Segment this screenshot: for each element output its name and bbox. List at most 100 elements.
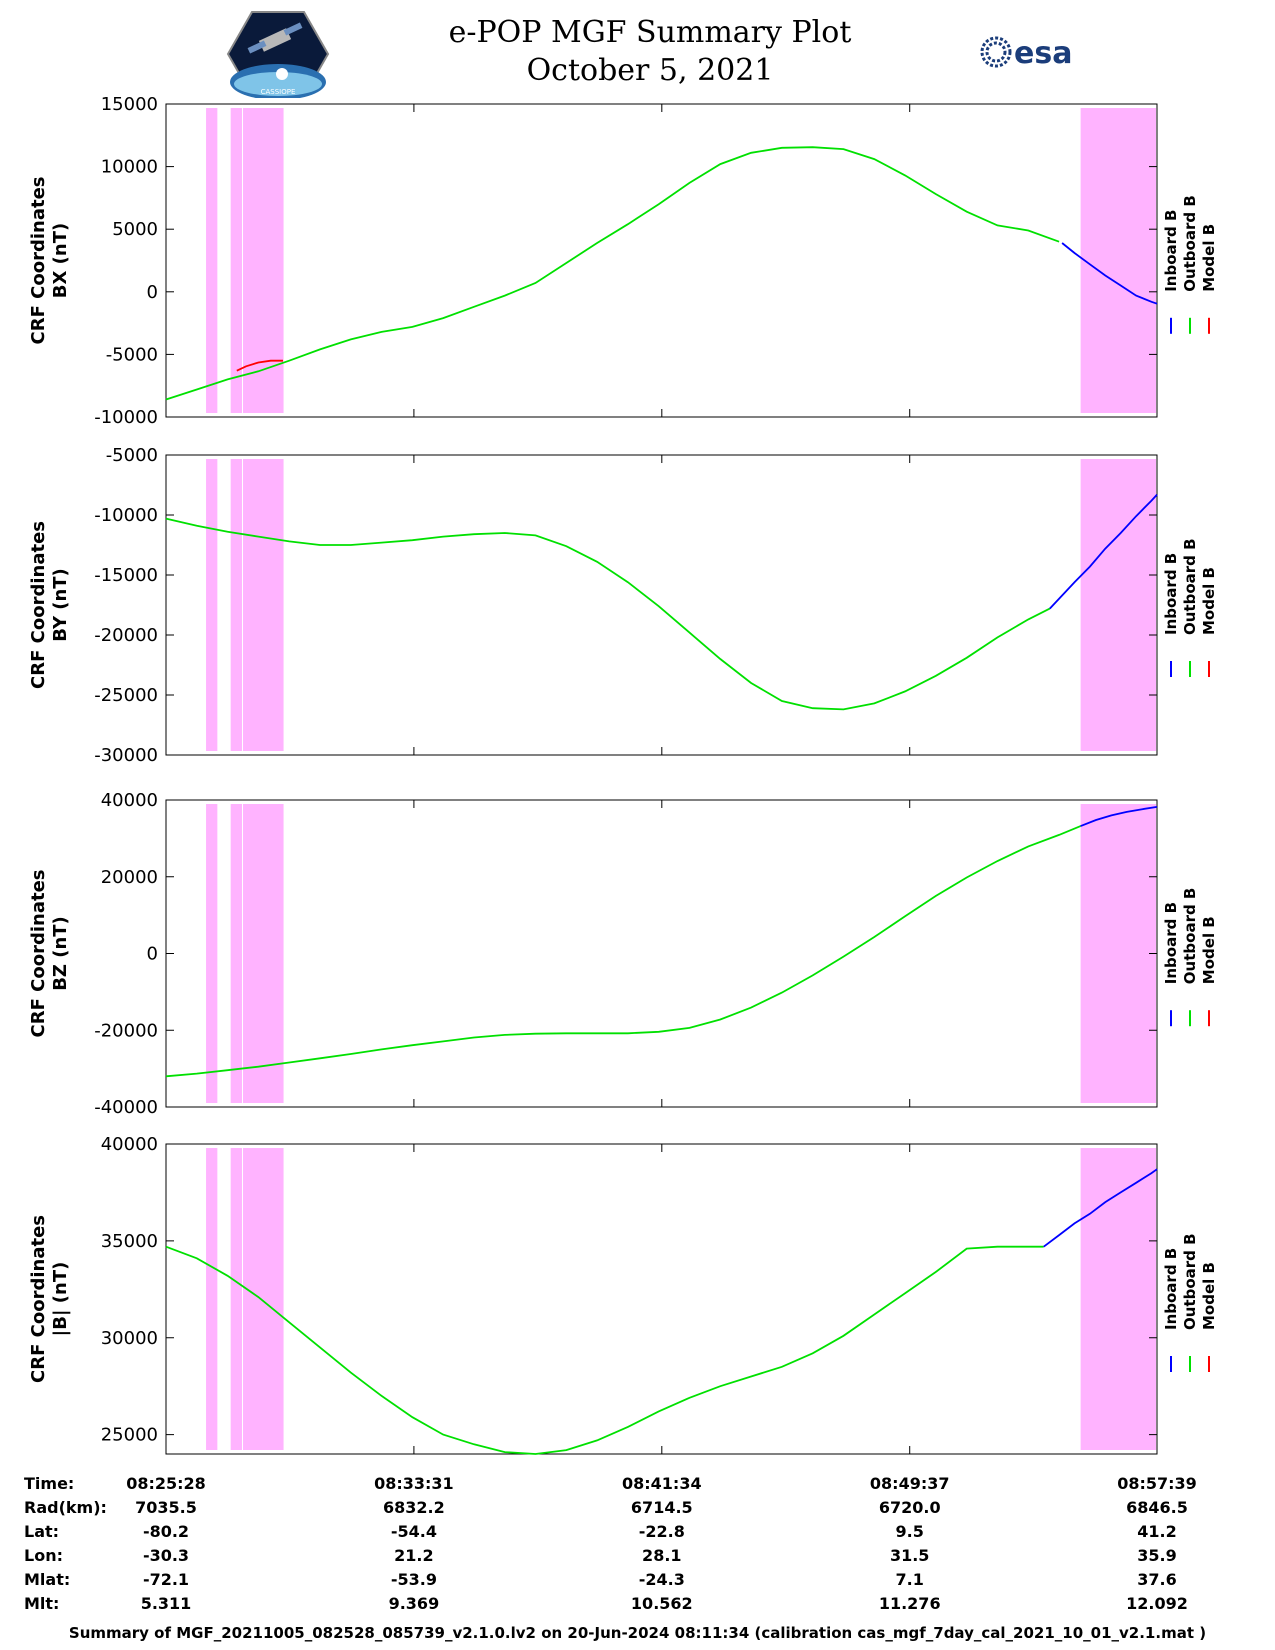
legend-label-outboard: Outboard B bbox=[1181, 1233, 1199, 1330]
series-line-inboard-b bbox=[1061, 242, 1158, 305]
info-value: 6832.2 bbox=[383, 1498, 445, 1517]
esa-logo: esa bbox=[980, 36, 1072, 71]
mgf-summary-plots: -10000 -5000 0 5000 10000 15000 CRF Coordinate… bbox=[28, 94, 1218, 1455]
y-tick-label: 40000 bbox=[101, 1134, 158, 1155]
legend-label-model: Model B bbox=[1200, 916, 1218, 984]
plot-frame bbox=[165, 454, 1158, 756]
y-tick-label: -15000 bbox=[94, 565, 158, 586]
info-value: -30.3 bbox=[142, 1546, 190, 1565]
series-line-model-b bbox=[236, 359, 283, 372]
info-value: 21.2 bbox=[394, 1546, 434, 1565]
cassiope-logo: CASSIOPE bbox=[226, 11, 330, 98]
shaded-interval bbox=[230, 459, 242, 751]
panel-2: -30000 -25000 -20000 -15000 -10000 -5000 CRF C… bbox=[28, 445, 1218, 766]
info-value: -22.8 bbox=[638, 1522, 685, 1541]
panels-group: -10000 -5000 0 5000 10000 15000 CRF Coordinate… bbox=[28, 94, 1218, 1455]
legend-label-outboard: Outboard B bbox=[1181, 888, 1199, 985]
info-value: 6846.5 bbox=[1126, 1498, 1188, 1517]
shaded-interval bbox=[206, 459, 218, 751]
legend: Inboard B Outboard B Model B bbox=[1162, 888, 1218, 1027]
shaded-interval bbox=[230, 1148, 242, 1450]
y-axis-label-line: |B| (nT) bbox=[50, 1262, 71, 1337]
legend: Inboard B Outboard B Model B bbox=[1162, 1233, 1218, 1372]
page-title: e-POP MGF Summary Plot bbox=[448, 15, 852, 50]
y-tick-label: 30000 bbox=[101, 1328, 158, 1349]
y-tick-label: -30000 bbox=[94, 745, 158, 766]
y-tick-label: 10000 bbox=[101, 157, 158, 178]
legend-label-model: Model B bbox=[1200, 224, 1218, 292]
y-axis-label: CRF Coordinates|B| (nT) bbox=[28, 1215, 71, 1383]
y-axis-label-line: CRF Coordinates bbox=[28, 1215, 49, 1383]
x-tick-label: 08:57:39 bbox=[1117, 1474, 1197, 1493]
panel-1: -10000 -5000 0 5000 10000 15000 CRF Coordinate… bbox=[28, 94, 1218, 428]
info-value: 31.5 bbox=[889, 1546, 930, 1565]
legend-label-outboard: Outboard B bbox=[1181, 195, 1199, 292]
plot-frame bbox=[165, 103, 1158, 418]
info-value: 37.6 bbox=[1137, 1570, 1177, 1589]
plot-frame bbox=[165, 1143, 1158, 1455]
series-line-inboard-b bbox=[1043, 1168, 1158, 1248]
y-tick-label: 25000 bbox=[101, 1425, 158, 1446]
info-value: 41.2 bbox=[1137, 1522, 1177, 1541]
info-value: -24.3 bbox=[638, 1570, 685, 1589]
info-row-label: Lon: bbox=[24, 1546, 63, 1565]
shaded-interval bbox=[206, 804, 218, 1103]
info-value: -72.1 bbox=[142, 1570, 190, 1589]
series-line-outboard-b bbox=[165, 146, 1060, 401]
series-line-outboard-b bbox=[165, 517, 1051, 711]
cassiope-logo-text: CASSIOPE bbox=[261, 88, 296, 96]
y-axis-label-line: CRF Coordinates bbox=[28, 177, 49, 345]
legend: Inboard B Outboard B Model B bbox=[1162, 538, 1218, 677]
info-value: 12.092 bbox=[1126, 1594, 1188, 1613]
shaded-interval bbox=[1080, 108, 1156, 413]
y-tick-label: -40000 bbox=[94, 1097, 158, 1118]
legend-label-model: Model B bbox=[1200, 1262, 1218, 1330]
info-value: 6720.0 bbox=[878, 1498, 941, 1517]
shaded-interval bbox=[1080, 1148, 1156, 1450]
shaded-interval bbox=[242, 459, 284, 751]
info-value: 5.311 bbox=[140, 1594, 192, 1613]
y-axis-label-line: BY (nT) bbox=[50, 568, 71, 642]
footer-caption: Summary of MGF_20211005_082528_085739_v2… bbox=[68, 1624, 1207, 1642]
y-axis-label-line: CRF Coordinates bbox=[28, 521, 49, 689]
y-tick-label: 5000 bbox=[112, 219, 158, 240]
info-row-label: Rad(km): bbox=[24, 1498, 107, 1517]
y-tick-label: 20000 bbox=[101, 867, 158, 888]
legend-label-inboard: Inboard B bbox=[1162, 1248, 1180, 1330]
info-value: 9.5 bbox=[895, 1522, 924, 1541]
legend-label-inboard: Inboard B bbox=[1162, 902, 1180, 984]
y-tick-label: -5000 bbox=[106, 445, 158, 466]
series-line-inboard-b bbox=[1080, 806, 1158, 827]
legend-label-inboard: Inboard B bbox=[1162, 553, 1180, 635]
shaded-interval bbox=[1080, 459, 1156, 751]
shaded-interval bbox=[242, 804, 284, 1103]
y-axis-label: CRF CoordinatesBY (nT) bbox=[28, 521, 71, 689]
info-row-label: Lat: bbox=[24, 1522, 60, 1541]
y-tick-label: -20000 bbox=[94, 1020, 158, 1041]
y-axis-label-line: BX (nT) bbox=[50, 223, 71, 298]
x-tick-label: 08:33:31 bbox=[374, 1474, 454, 1493]
title-block: e-POP MGF Summary Plot October 5, 2021 bbox=[380, 14, 920, 90]
x-tick-label: 08:49:37 bbox=[869, 1474, 950, 1493]
esa-logo-text: esa bbox=[1014, 36, 1072, 71]
y-axis-label: CRF CoordinatesBZ (nT) bbox=[28, 870, 71, 1038]
y-tick-label: 0 bbox=[147, 944, 158, 965]
info-row-label: Time: bbox=[24, 1474, 75, 1493]
y-tick-label: -10000 bbox=[94, 505, 158, 526]
series-line-inboard-b bbox=[1049, 493, 1158, 610]
legend: Inboard B Outboard B Model B bbox=[1162, 195, 1218, 334]
x-tick-label: 08:25:28 bbox=[126, 1474, 206, 1493]
y-tick-label: 15000 bbox=[101, 94, 158, 115]
info-value: 6714.5 bbox=[630, 1498, 693, 1517]
y-tick-label: -10000 bbox=[94, 407, 158, 428]
panel-3: -40000 -20000 0 20000 40000 CRF CoordinatesBZ… bbox=[28, 790, 1218, 1118]
panel-4: 25000 30000 35000 40000 CRF Coordinates|B| (… bbox=[28, 1134, 1218, 1455]
shaded-interval bbox=[206, 1148, 218, 1450]
info-value: 7035.5 bbox=[135, 1498, 197, 1517]
y-axis-label-line: CRF Coordinates bbox=[28, 870, 49, 1038]
info-value: -53.9 bbox=[390, 1570, 437, 1589]
x-tick-label: 08:41:34 bbox=[622, 1474, 702, 1493]
plot-frame bbox=[165, 799, 1158, 1108]
shaded-interval bbox=[242, 108, 284, 413]
shaded-interval bbox=[1080, 804, 1156, 1103]
